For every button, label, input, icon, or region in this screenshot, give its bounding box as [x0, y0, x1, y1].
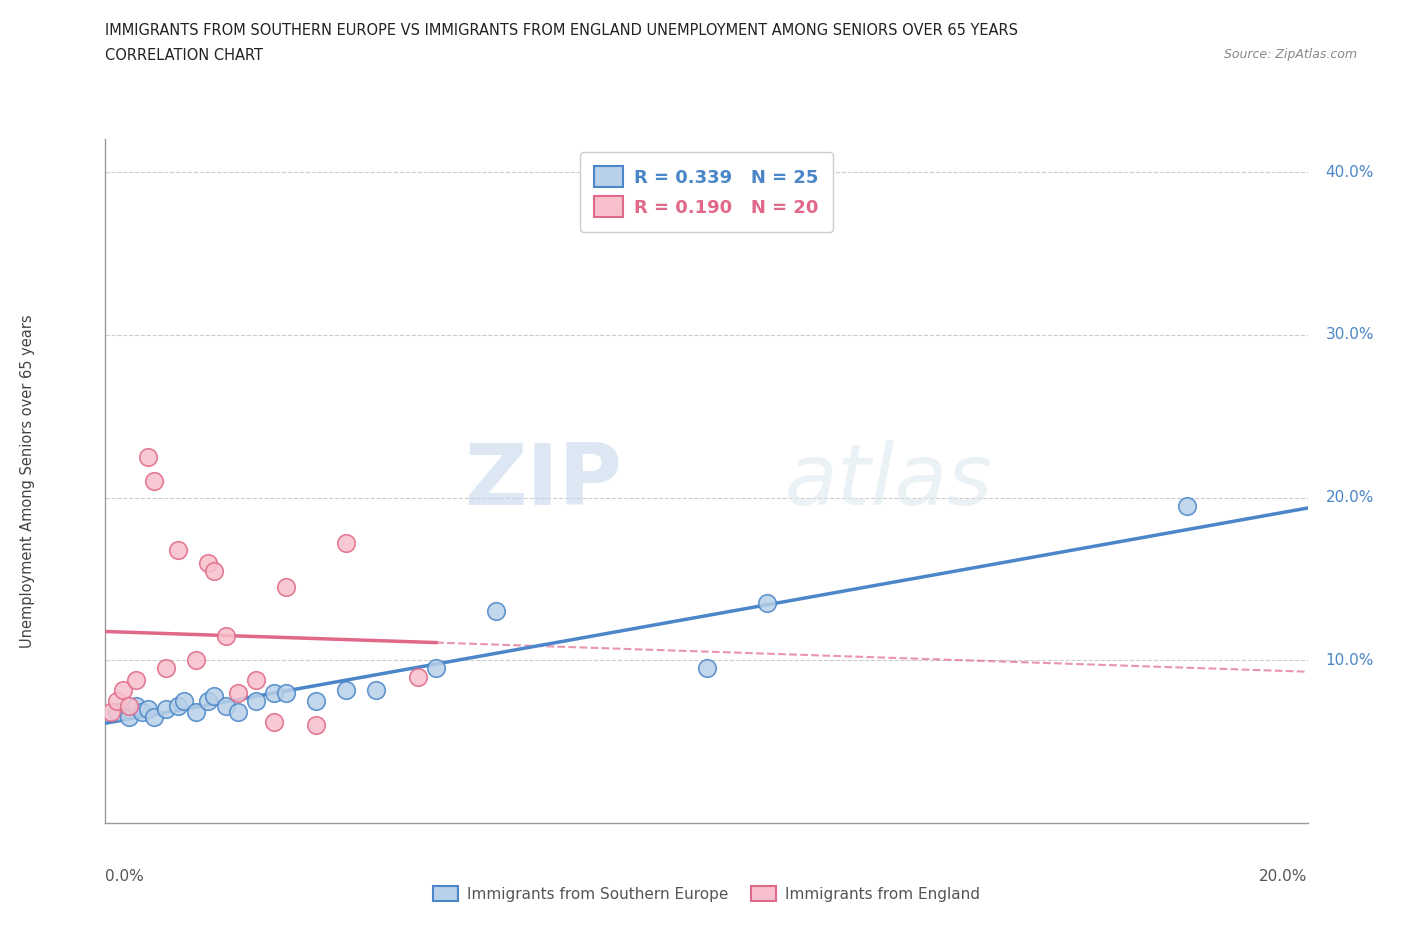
Point [107, 694, 129, 709]
Point [131, 705, 153, 720]
Point [107, 705, 129, 720]
Text: atlas: atlas [785, 440, 993, 523]
Point [118, 710, 141, 724]
Text: Unemployment Among Seniors over 65 years: Unemployment Among Seniors over 65 years [20, 314, 35, 648]
Point [136, 701, 159, 716]
Text: 0.0%: 0.0% [105, 869, 145, 883]
Text: CORRELATION CHART: CORRELATION CHART [105, 48, 263, 63]
Point [197, 694, 219, 709]
Point [364, 683, 387, 698]
Text: 40.0%: 40.0% [1326, 165, 1374, 179]
Point [118, 698, 141, 713]
Text: 20.0%: 20.0% [1326, 490, 1374, 505]
Point [263, 714, 285, 729]
Point [166, 698, 188, 713]
Point [425, 661, 447, 676]
Point [335, 536, 357, 551]
Point [226, 705, 249, 720]
Point [197, 555, 219, 570]
Point [305, 694, 328, 709]
Point [214, 698, 236, 713]
Text: 30.0%: 30.0% [1326, 327, 1374, 342]
Text: 10.0%: 10.0% [1326, 653, 1374, 668]
Point [202, 688, 225, 703]
Legend: Immigrants from Southern Europe, Immigrants from England: Immigrants from Southern Europe, Immigra… [427, 880, 986, 908]
Point [755, 596, 778, 611]
Point [166, 542, 188, 557]
Point [274, 579, 297, 594]
Point [406, 670, 429, 684]
Point [226, 685, 249, 700]
Point [305, 718, 328, 733]
Point [155, 661, 177, 676]
Point [1175, 498, 1198, 513]
Point [202, 564, 225, 578]
Point [245, 694, 267, 709]
Point [155, 701, 177, 716]
Point [485, 604, 508, 619]
Point [112, 683, 135, 698]
Point [335, 683, 357, 698]
Text: Source: ZipAtlas.com: Source: ZipAtlas.com [1223, 48, 1357, 61]
Point [696, 661, 718, 676]
Point [184, 653, 207, 668]
Point [263, 685, 285, 700]
Text: ZIP: ZIP [464, 440, 623, 523]
Point [214, 629, 236, 644]
Point [173, 694, 195, 709]
Point [245, 672, 267, 687]
Point [136, 449, 159, 464]
Point [142, 474, 165, 489]
Point [124, 672, 146, 687]
Point [124, 698, 146, 713]
Text: IMMIGRANTS FROM SOUTHERN EUROPE VS IMMIGRANTS FROM ENGLAND UNEMPLOYMENT AMONG SE: IMMIGRANTS FROM SOUTHERN EUROPE VS IMMIG… [105, 23, 1018, 38]
Text: 20.0%: 20.0% [1260, 869, 1308, 883]
Point [184, 705, 207, 720]
Point [100, 705, 122, 720]
Point [142, 710, 165, 724]
Point [274, 685, 297, 700]
